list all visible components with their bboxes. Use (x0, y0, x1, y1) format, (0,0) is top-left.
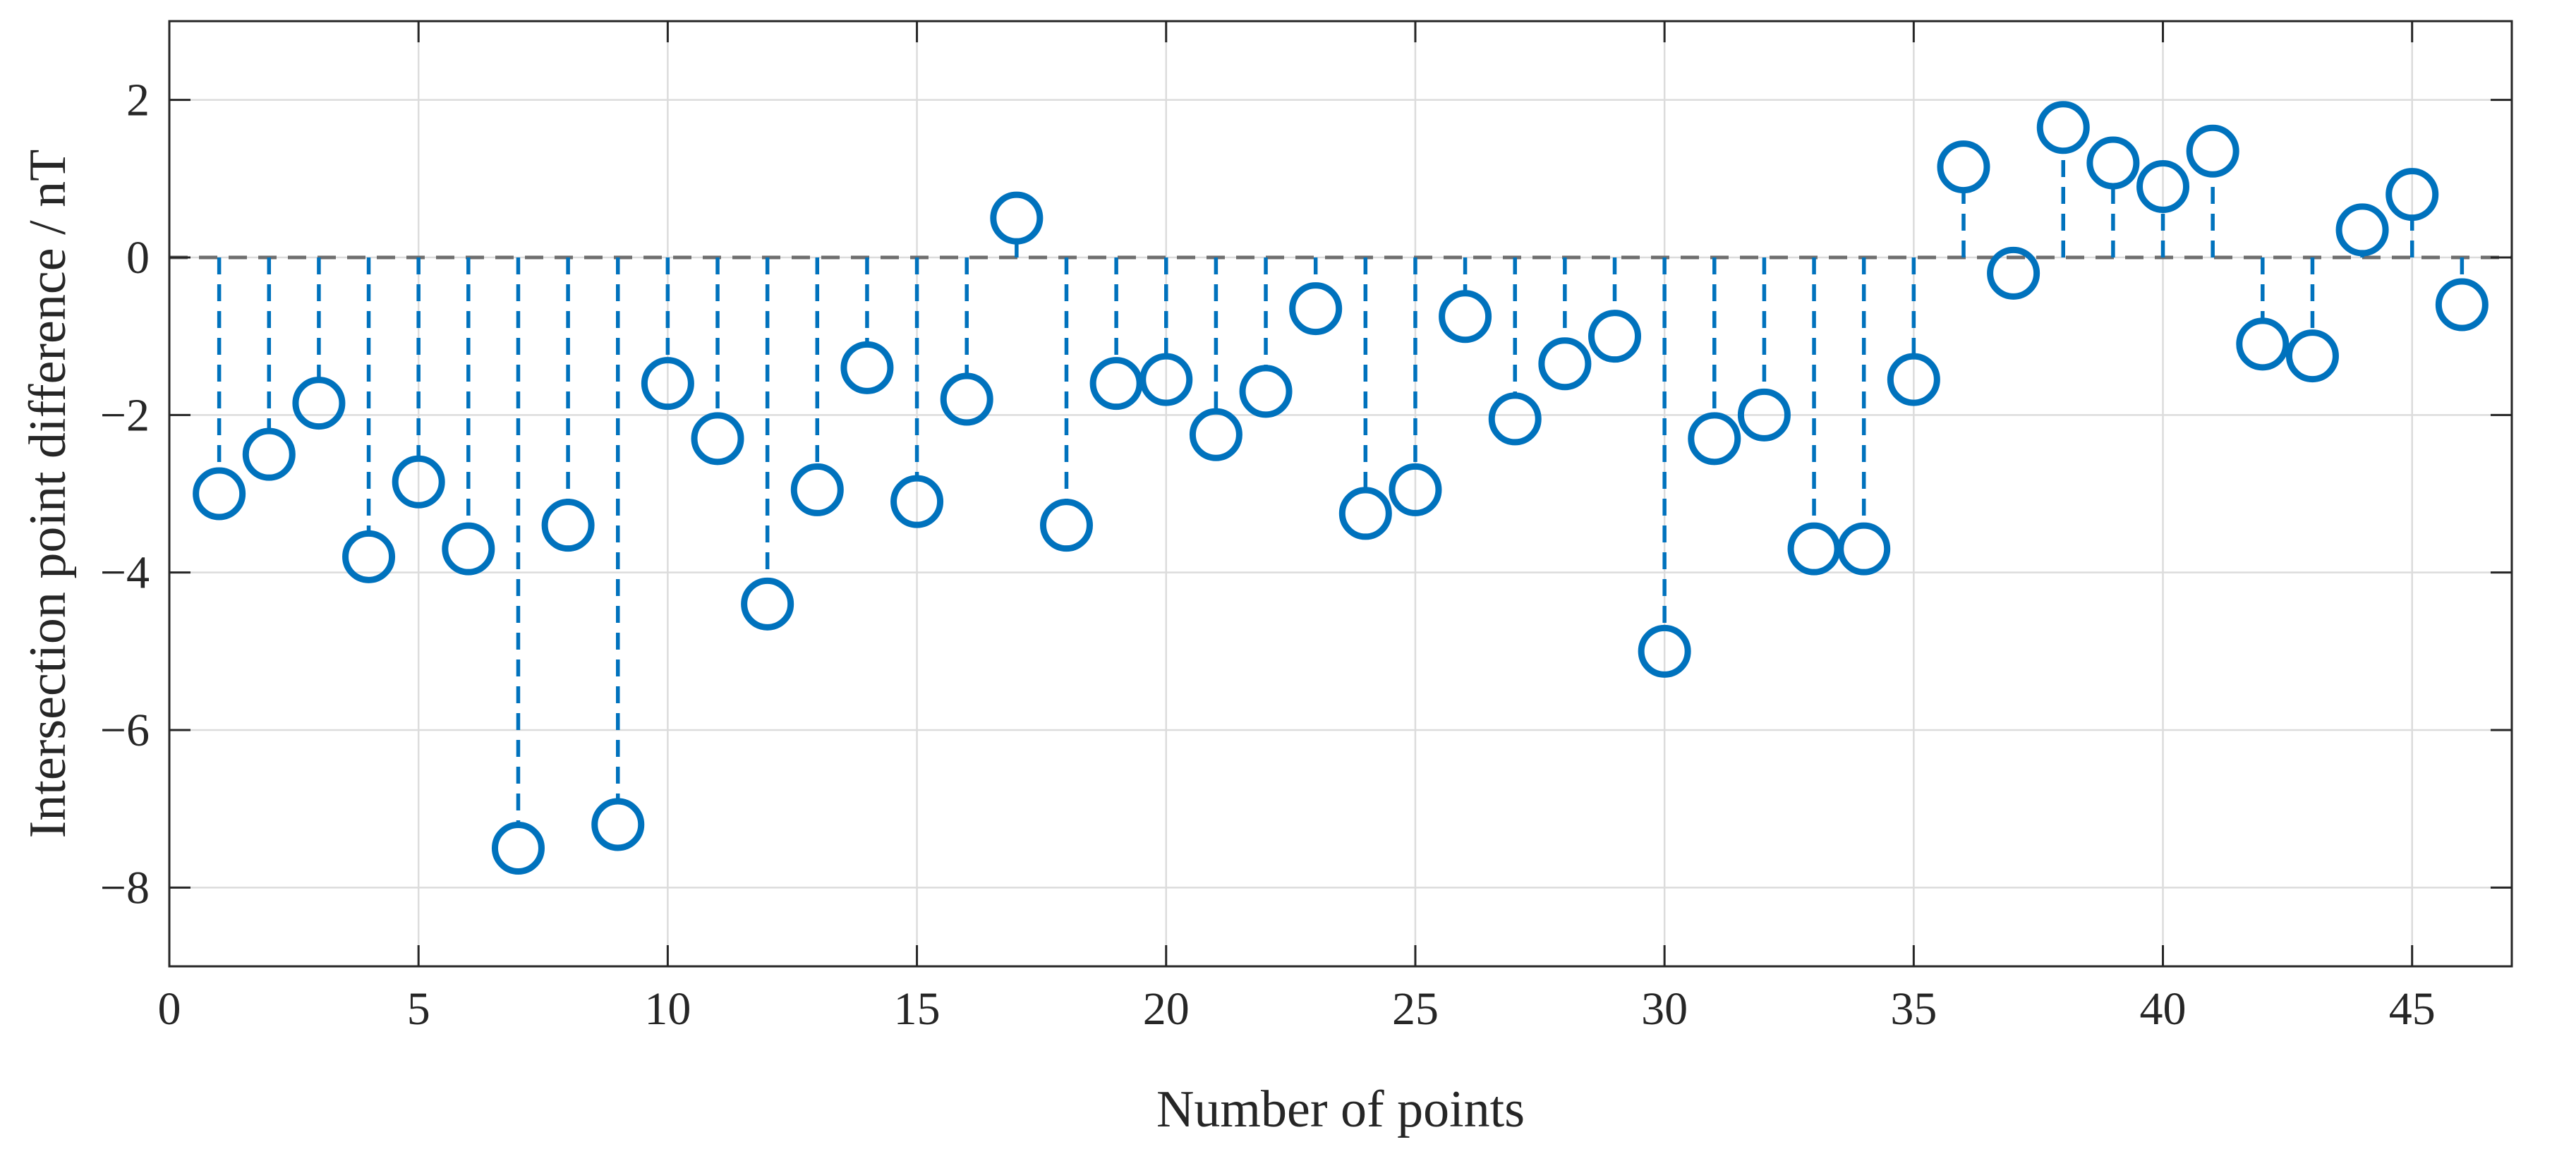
data-point (890, 475, 944, 528)
data-point (2335, 203, 2389, 257)
stem-layer (217, 150, 2465, 825)
data-point (1139, 353, 1193, 406)
data-point (1338, 487, 1392, 540)
data-point (840, 341, 894, 394)
data-point (342, 530, 396, 583)
data-point (2186, 124, 2239, 178)
data-point (1488, 392, 1542, 446)
y-tick-label: −8 (100, 862, 150, 913)
data-point (1389, 463, 1442, 516)
data-point (442, 522, 495, 576)
y-tick-label: −2 (100, 389, 150, 441)
data-point (2036, 101, 2090, 154)
tick-layer (168, 21, 2512, 966)
x-tick-label: 45 (2389, 983, 2436, 1035)
x-axis-label: Number of points (1156, 1081, 1525, 1138)
data-point (2086, 136, 2140, 190)
data-point (1189, 408, 1242, 461)
x-tick-label: 15 (894, 983, 941, 1035)
data-point (193, 467, 246, 521)
data-point (1638, 624, 1691, 678)
x-tick-label: 10 (644, 983, 691, 1035)
data-point (1688, 412, 1741, 466)
data-point (1787, 522, 1841, 576)
data-point (1089, 357, 1143, 411)
data-point (2136, 160, 2190, 213)
x-tick-label: 30 (1641, 983, 1688, 1035)
data-point (1439, 290, 1492, 344)
plot-frame (168, 20, 2513, 968)
data-point (541, 499, 595, 552)
data-point (1887, 353, 1940, 406)
data-point (1937, 140, 1990, 194)
data-point (1588, 310, 1642, 363)
x-tick-label: 25 (1392, 983, 1439, 1035)
data-point (1289, 282, 1343, 336)
marker-layer (193, 101, 2489, 875)
data-point (990, 191, 1044, 245)
y-tick-label: −4 (100, 547, 150, 599)
data-point (2385, 168, 2439, 221)
data-point (641, 357, 694, 411)
data-point (1737, 388, 1791, 442)
data-point (940, 372, 993, 426)
data-point (392, 455, 445, 509)
x-tick-label: 40 (2140, 983, 2187, 1035)
data-point (2236, 317, 2290, 371)
data-point (292, 377, 346, 430)
data-point (591, 798, 645, 851)
data-point (1538, 337, 1592, 391)
x-tick-label: 20 (1143, 983, 1190, 1035)
data-point (491, 822, 545, 875)
y-tick-label: 0 (126, 232, 150, 284)
data-point (741, 577, 794, 631)
data-point (2285, 329, 2339, 383)
data-point (691, 412, 744, 466)
x-tick-label: 5 (407, 983, 430, 1035)
y-axis-label: Intersection point difference / nT (19, 150, 77, 839)
data-point (1039, 499, 1093, 552)
data-point (2435, 278, 2489, 332)
data-point (1837, 522, 1891, 576)
data-point (242, 427, 296, 481)
y-tick-label: 2 (126, 75, 150, 126)
data-point (1987, 246, 2040, 300)
data-point (1239, 365, 1293, 418)
x-tick-label: 35 (1890, 983, 1937, 1035)
data-point (790, 463, 844, 516)
y-tick-label: −6 (100, 705, 150, 756)
x-tick-label: 0 (158, 983, 181, 1035)
